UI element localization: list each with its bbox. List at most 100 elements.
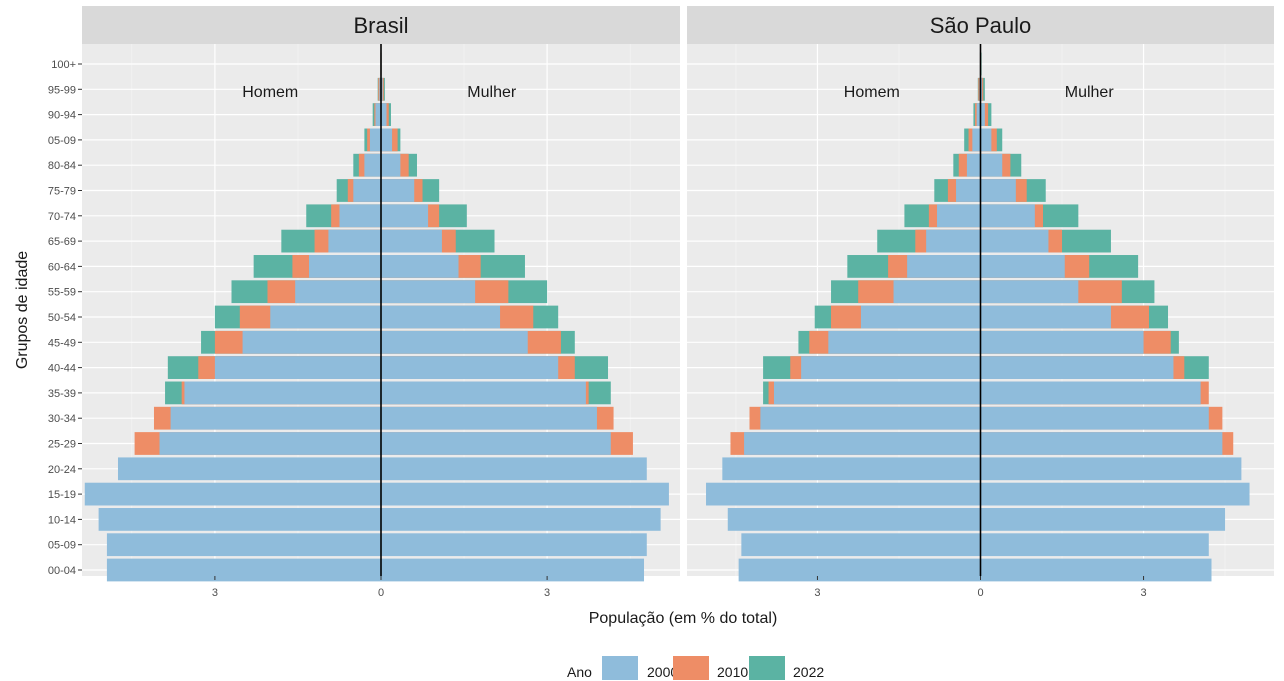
bar-brasil-homem-2000-15-19 — [84, 482, 381, 506]
x-tick-label: 3 — [1140, 587, 1146, 599]
bar-sao-paulo-mulher-2000-70-74 — [980, 204, 1035, 228]
bar-brasil-mulher-2000-75-79 — [381, 179, 415, 202]
bar-sao-paulo-mulher-2000-80-84 — [980, 153, 1003, 177]
x-tick-label: 0 — [378, 587, 384, 599]
bar-sao-paulo-mulher-2000-05-09 — [980, 533, 1209, 557]
y-tick-label: 20-24 — [48, 464, 76, 476]
bar-sao-paulo-mulher-2000-85-89 — [980, 128, 992, 152]
bar-sao-paulo-homem-2000-50-54 — [860, 305, 981, 329]
bar-brasil-mulher-2000-15-19 — [381, 482, 669, 506]
y-tick-label: 55-59 — [48, 287, 76, 299]
bar-brasil-homem-2000-65-69 — [328, 229, 381, 253]
legend-label-2000: 2000 — [647, 664, 678, 680]
bar-brasil-mulher-2000-95-99 — [381, 77, 383, 101]
bar-brasil-homem-2000-40-44 — [214, 356, 381, 379]
y-tick-label: 50-54 — [48, 312, 76, 324]
side-label-mulher: Mulher — [467, 84, 517, 101]
y-tick-label: 75-79 — [48, 186, 76, 198]
legend-title: Ano — [567, 664, 592, 680]
bar-brasil-homem-2000-05-09 — [106, 533, 382, 557]
bar-brasil-mulher-2000-45-49 — [381, 330, 528, 354]
bar-brasil-homem-2000-85-89 — [369, 128, 381, 152]
bar-sao-paulo-homem-2000-25-29 — [744, 432, 981, 455]
bar-sao-paulo-mulher-2000-55-59 — [980, 280, 1079, 304]
bar-sao-paulo-homem-2000-70-74 — [937, 204, 981, 228]
x-tick-label: 3 — [814, 587, 820, 599]
bar-brasil-mulher-2000-50-54 — [381, 305, 501, 329]
bar-brasil-mulher-2000-90-94 — [381, 103, 387, 126]
bar-sao-paulo-mulher-2000-95-99 — [980, 77, 983, 101]
y-tick-label: 100+ — [51, 59, 76, 71]
bar-brasil-mulher-2000-70-74 — [381, 204, 429, 228]
facet-title-sao-paulo: São Paulo — [930, 13, 1032, 38]
bar-sao-paulo-homem-2000-75-79 — [956, 179, 981, 202]
y-tick-label: 40-44 — [48, 363, 76, 375]
bar-sao-paulo-mulher-2000-20-24 — [980, 457, 1242, 481]
facet-strip-brasil — [82, 6, 680, 44]
x-axis-title: População (em % do total) — [589, 610, 778, 627]
side-label-homem: Homem — [242, 84, 298, 101]
bar-brasil-mulher-2000-05-09 — [381, 533, 647, 557]
bar-sao-paulo-homem-2000-35-39 — [773, 381, 981, 405]
facet-title-brasil: Brasil — [353, 13, 408, 38]
bar-sao-paulo-mulher-2000-65-69 — [980, 229, 1049, 253]
x-tick-label: 3 — [212, 587, 218, 599]
bar-sao-paulo-mulher-2000-90-94 — [980, 103, 985, 126]
bar-sao-paulo-mulher-2000-25-29 — [980, 432, 1223, 455]
legend-label-2010: 2010 — [717, 664, 748, 680]
bar-brasil-homem-2000-70-74 — [339, 204, 381, 228]
y-tick-label: 00-04 — [48, 565, 76, 577]
bar-brasil-mulher-2000-20-24 — [381, 457, 647, 481]
legend-key-2022 — [749, 656, 785, 680]
bar-brasil-mulher-2000-00-04 — [381, 558, 645, 582]
bar-brasil-mulher-2000-55-59 — [381, 280, 476, 304]
y-tick-label: 10-14 — [48, 514, 76, 526]
bar-brasil-mulher-2000-40-44 — [381, 356, 559, 379]
y-tick-label: 30-34 — [48, 413, 76, 425]
side-label-homem: Homem — [844, 84, 900, 101]
bar-sao-paulo-homem-2000-40-44 — [801, 356, 981, 379]
bar-brasil-homem-2000-35-39 — [184, 381, 381, 405]
bar-sao-paulo-homem-2000-90-94 — [976, 103, 981, 126]
bar-brasil-mulher-2000-80-84 — [381, 153, 401, 177]
y-tick-label: 65-69 — [48, 236, 76, 248]
bar-brasil-homem-2000-25-29 — [159, 432, 381, 455]
bar-sao-paulo-homem-2000-15-19 — [706, 482, 981, 506]
bar-brasil-mulher-2000-30-34 — [381, 406, 597, 430]
y-tick-label: 25-29 — [48, 439, 76, 451]
bar-brasil-homem-2000-30-34 — [170, 406, 381, 430]
bar-sao-paulo-mulher-2000-00-04 — [980, 558, 1212, 582]
bar-sao-paulo-mulher-2000-10-14 — [980, 508, 1226, 531]
bar-brasil-homem-2000-45-49 — [242, 330, 381, 354]
bar-brasil-homem-2000-75-79 — [353, 179, 381, 202]
y-tick-label: 60-64 — [48, 261, 76, 273]
bar-sao-paulo-homem-2000-65-69 — [926, 229, 981, 253]
bar-brasil-homem-2000-60-64 — [309, 255, 381, 278]
bar-brasil-homem-2000-10-14 — [98, 508, 381, 531]
y-axis-title: Grupos de idade — [14, 251, 31, 369]
bar-brasil-homem-2000-20-24 — [117, 457, 382, 481]
bar-sao-paulo-mulher-2000-35-39 — [980, 381, 1201, 405]
bar-brasil-homem-2000-00-04 — [106, 558, 382, 582]
bar-brasil-homem-2000-80-84 — [364, 153, 381, 177]
legend-key-2010 — [673, 656, 709, 680]
y-tick-label: 05-09 — [48, 540, 76, 552]
bar-sao-paulo-homem-2000-05-09 — [741, 533, 981, 557]
x-tick-label: 3 — [544, 587, 550, 599]
side-label-mulher: Mulher — [1065, 84, 1115, 101]
bar-brasil-mulher-2000-65-69 — [381, 229, 442, 253]
bar-sao-paulo-mulher-2000-75-79 — [980, 179, 1016, 202]
y-tick-label: 95-99 — [48, 84, 76, 96]
bar-brasil-mulher-2000-60-64 — [381, 255, 459, 278]
bar-sao-paulo-mulher-2000-40-44 — [980, 356, 1174, 379]
bar-sao-paulo-mulher-2000-30-34 — [980, 406, 1209, 430]
bar-brasil-homem-2000-50-54 — [270, 305, 381, 329]
bar-brasil-homem-2000-95-99 — [379, 77, 381, 101]
bar-sao-paulo-homem-2000-85-89 — [972, 128, 981, 152]
y-tick-label: 15-19 — [48, 489, 76, 501]
bar-sao-paulo-homem-2000-20-24 — [722, 457, 981, 481]
y-tick-label: 70-74 — [48, 211, 76, 223]
bar-brasil-mulher-2000-25-29 — [381, 432, 611, 455]
bar-sao-paulo-mulher-2000-60-64 — [980, 255, 1065, 278]
